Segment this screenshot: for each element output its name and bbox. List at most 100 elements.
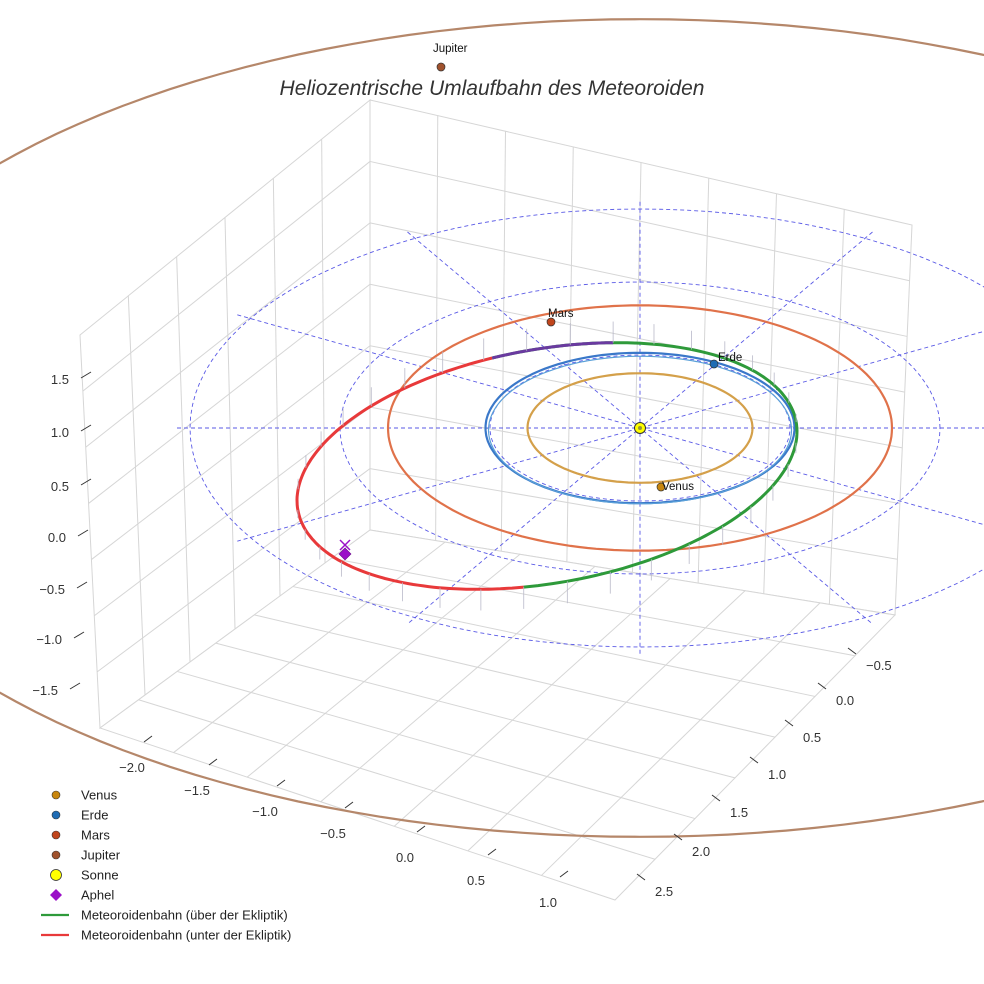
planet-label-venus: Venus [662,481,694,493]
grid-line [173,541,446,753]
legend-label: Aphel [81,888,114,903]
legend-label: Meteoroidenbahn (unter der Ekliptik) [81,928,291,943]
legend-item-5: Aphel [50,888,114,903]
grid-line [828,209,845,605]
y-tick-label: 1.0 [768,767,786,782]
meteoroid-orbit-segment [491,341,614,360]
grid-line [393,578,671,827]
grid-line [320,566,596,803]
grid-line [369,468,898,560]
grid-line [176,256,191,663]
y-tick-mark [817,682,827,690]
grid-line [500,131,506,552]
x-tick-label: −1.5 [184,783,210,798]
y-tick-label: 0.5 [803,730,821,745]
legend-item-6: Meteoroidenbahn (über der Ekliptik) [41,908,288,923]
axis-ticks: 1.5 1.0 0.5 0.0 −0.5 −1.0 −1.5 −2.0 −1.5 −1.0 −0.5… [32,371,892,910]
x-tick-label: −1.0 [252,804,278,819]
grid-panes [79,98,913,901]
z-tick-mark [69,682,81,690]
z-tick-label: 1.0 [51,425,69,440]
legend-label: Jupiter [81,848,121,863]
grid-line [254,614,776,738]
meteoroid-orbit [295,321,799,611]
planet-label-erde: Erde [718,352,742,364]
y-tick-label: 0.0 [836,693,854,708]
y-tick-label: −0.5 [866,658,892,673]
grid-line [292,586,816,697]
grid-line [127,295,146,696]
z-tick-mark [77,529,89,537]
grid-line [246,553,521,778]
z-tick-mark [73,631,85,639]
legend-swatch [51,850,61,860]
meteoroid-orbit-below [295,356,524,591]
y-tick-mark [673,833,683,841]
x-tick-label: 0.0 [396,850,414,865]
grid-line [138,699,656,860]
planet-label-jupiter: Jupiter [433,43,468,55]
grid-line [224,217,236,630]
sun-core [638,426,642,430]
meteoroid-orbit-above [491,341,799,589]
x-tick-mark [487,848,497,856]
y-tick-label: 2.0 [692,844,710,859]
x-tick-label: −0.5 [320,826,346,841]
y-tick-label: 2.5 [655,884,673,899]
legend-item-4: Sonne [50,868,119,883]
legend-label: Mars [81,828,110,843]
legend-item-7: Meteoroidenbahn (unter der Ekliptik) [41,928,291,943]
y-tick-label: 1.5 [730,805,748,820]
x-tick-label: 1.0 [539,895,557,910]
z-tick-mark [80,478,92,486]
planet-marker-jupiter [436,62,446,72]
y-tick-mark [847,647,857,655]
grid-line [331,557,856,657]
z-tick-label: 0.0 [48,530,66,545]
x-tick-mark [344,801,354,809]
legend-label: Meteoroidenbahn (über der Ekliptik) [81,908,288,923]
legend-swatch [50,869,62,881]
legend-swatch [51,790,61,800]
legend-swatch [50,889,62,901]
legend-item-2: Mars [51,828,110,843]
z-tick-mark [80,424,92,432]
x-tick-label: 0.5 [467,873,485,888]
x-tick-mark [276,779,286,787]
grid-line [369,160,910,282]
y-tick-mark [749,756,759,764]
planet-label-mars: Mars [548,308,574,320]
orbit-venus [526,372,754,484]
z-tick-label: −1.0 [36,632,62,647]
planet-marker-mars [546,317,556,327]
grid-line [697,178,710,584]
grid-line [177,670,696,820]
grid-line [435,115,439,541]
z-tick-mark [80,371,92,379]
grid-line [215,642,736,779]
planet-marker-venus [656,482,666,492]
x-tick-label: −2.0 [119,760,145,775]
planet-markers: Venus Erde Mars Jupiter [433,43,742,493]
grid-line [272,178,281,597]
legend-item-0: Venus [51,788,118,803]
grid-line [541,602,821,876]
aphelion-cross [339,539,351,551]
x-tick-mark [416,825,426,833]
x-tick-mark [208,758,218,766]
legend-label: Venus [81,788,118,803]
y-tick-mark [636,873,646,881]
x-tick-mark [559,870,569,878]
legend-label: Erde [81,808,108,823]
grid-line [369,406,900,505]
x-tick-mark [143,735,153,743]
legend-item-1: Erde [51,808,108,823]
orbit-mars [386,304,894,552]
y-tick-mark [711,794,721,802]
z-tick-mark [76,581,88,589]
z-tick-label: 1.5 [51,372,69,387]
aphelion-marker [338,547,352,561]
grid-line [369,283,905,393]
z-tick-label: −1.5 [32,683,58,698]
